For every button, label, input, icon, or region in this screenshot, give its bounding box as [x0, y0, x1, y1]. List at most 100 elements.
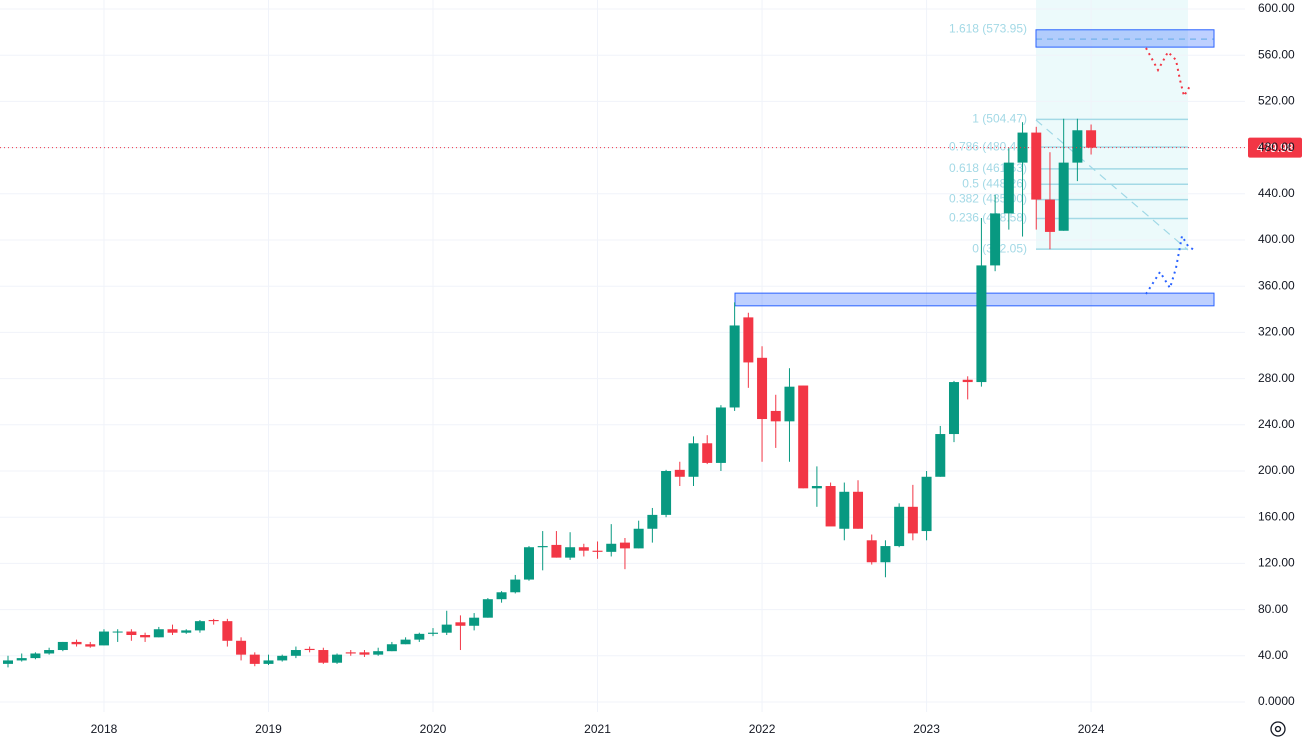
candle-body [1058, 162, 1069, 231]
price-line: 479.98 [0, 137, 1302, 158]
candle-body [304, 648, 315, 651]
candle-body [619, 542, 630, 549]
y-tick-label: 320.00 [1258, 325, 1295, 339]
candle-body [1003, 162, 1014, 214]
x-tick-label: 2024 [1078, 722, 1105, 736]
fib-label: 0.382 (435.00) [949, 192, 1027, 206]
candle-body [30, 653, 41, 659]
candle-body [729, 325, 740, 408]
candle-body [140, 635, 151, 638]
x-tick-label: 2020 [420, 722, 447, 736]
candle-body [935, 434, 946, 477]
fib-label: 0.5 (448.26) [962, 176, 1027, 190]
candle-body [578, 547, 589, 551]
fib-label: 0.618 (461.53) [949, 161, 1027, 175]
candle-body [3, 660, 13, 664]
y-tick-label: 0.0000 [1258, 694, 1295, 708]
candle-body [702, 443, 713, 463]
candle-body [798, 385, 809, 489]
candles [3, 118, 1097, 668]
candle-body [866, 540, 877, 563]
candle-body [688, 443, 699, 477]
candle-body [57, 641, 68, 651]
fib-label: 0.786 (480.41) [949, 139, 1027, 153]
candle-body [98, 631, 109, 646]
y-tick-label: 520.00 [1258, 94, 1295, 108]
candle-body [907, 506, 918, 534]
candle-body [373, 651, 384, 655]
fib-label: 1.618 (573.95) [949, 21, 1027, 35]
candle-body [482, 599, 493, 618]
y-tick-label: 80.00 [1258, 602, 1288, 616]
candle-body [345, 652, 356, 654]
fib-trend-line [1035, 119, 1189, 251]
candle-body [441, 624, 452, 633]
fib-label: 1 (504.47) [972, 112, 1027, 126]
candle-body [1072, 130, 1083, 163]
zones [734, 29, 1215, 307]
axes: 0.0000 40.00 80.00 120.00 160.00 200.00 240.00… [91, 1, 1295, 736]
zone [1035, 29, 1215, 48]
candle-body [770, 410, 781, 422]
candle-body [894, 506, 905, 547]
x-tick-label: 2018 [91, 722, 118, 736]
candle-body [414, 633, 425, 640]
y-tick-label: 240.00 [1258, 417, 1295, 431]
last-price-tag [1248, 137, 1302, 158]
candle-body [537, 546, 548, 548]
candle-body [263, 660, 274, 664]
y-tick-label: 560.00 [1258, 47, 1295, 61]
fib-label: 0.236 (418.58) [949, 211, 1027, 225]
candle-body [1031, 132, 1042, 200]
candle-body [428, 632, 439, 634]
settings-icon[interactable] [1270, 721, 1286, 737]
y-tick-label: 200.00 [1258, 463, 1295, 477]
candle-body [277, 655, 288, 661]
candle-body [990, 213, 1001, 266]
candle-body [455, 622, 466, 626]
candle-body [249, 654, 260, 664]
candle-body [674, 469, 685, 477]
grid [0, 0, 1245, 712]
y-tick-label: 400.00 [1258, 232, 1295, 246]
candle-body [85, 644, 96, 647]
candle-body [153, 629, 164, 638]
candle-body [359, 652, 370, 655]
candle-body [948, 382, 959, 435]
candle-body [400, 639, 411, 645]
candle-body [976, 265, 987, 383]
candle-body [715, 407, 726, 463]
y-tick-label: 440.00 [1258, 186, 1295, 200]
candle-body [825, 486, 836, 527]
candle-body [16, 658, 27, 661]
candle-body [318, 650, 329, 663]
y-tick-label: 120.00 [1258, 556, 1295, 570]
x-tick-label: 2022 [749, 722, 776, 736]
candle-body [921, 476, 932, 532]
y-tick-label: 160.00 [1258, 509, 1295, 523]
x-tick-label: 2019 [255, 722, 282, 736]
candle-body [208, 619, 219, 622]
y-tick-label: 40.00 [1258, 648, 1288, 662]
candle-body [332, 654, 343, 663]
candle-body [112, 631, 123, 633]
candle-body [44, 650, 55, 654]
projection-path-down [1145, 47, 1191, 99]
gear-ring [1270, 721, 1286, 737]
candle-body [962, 379, 973, 383]
candle-body [880, 546, 891, 563]
candle-body [167, 629, 178, 633]
last-price-label: 479.98 [1257, 141, 1294, 155]
candle-body [743, 317, 754, 363]
candle-body [811, 486, 822, 489]
candle-body [386, 644, 397, 652]
candle-body [290, 650, 301, 656]
gear-hub [1274, 725, 1282, 733]
candle-body [510, 579, 521, 593]
candle-body [496, 592, 507, 600]
candle-body [565, 547, 576, 558]
candle-body [523, 547, 534, 580]
candle-body [853, 491, 864, 529]
